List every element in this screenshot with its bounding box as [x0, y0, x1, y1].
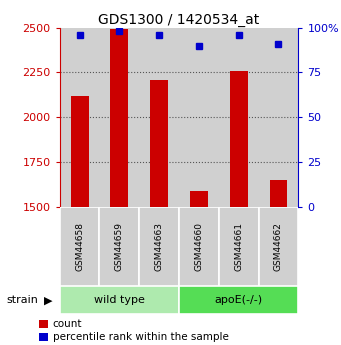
Bar [219, 207, 258, 286]
Bar [71, 96, 89, 207]
Bar [60, 286, 179, 314]
Bar [150, 80, 168, 207]
Bar [269, 180, 287, 207]
Bar [100, 207, 139, 286]
Text: GSM44658: GSM44658 [75, 222, 84, 271]
Text: strain: strain [7, 295, 39, 305]
Text: apoE(-/-): apoE(-/-) [214, 295, 263, 305]
Bar [60, 28, 100, 207]
Bar [139, 207, 179, 286]
Bar [110, 29, 128, 207]
Bar [139, 28, 179, 207]
Text: GSM44660: GSM44660 [194, 222, 204, 271]
Bar [179, 286, 298, 314]
Text: GSM44662: GSM44662 [274, 222, 283, 271]
Bar [100, 28, 139, 207]
Bar [60, 207, 100, 286]
Bar [258, 28, 298, 207]
Bar [258, 207, 298, 286]
Text: wild type: wild type [94, 295, 145, 305]
Bar [179, 207, 219, 286]
Text: GSM44659: GSM44659 [115, 222, 124, 271]
Bar [219, 28, 258, 207]
Bar [230, 71, 248, 207]
Legend: count, percentile rank within the sample: count, percentile rank within the sample [39, 319, 229, 342]
Text: ▶: ▶ [44, 295, 53, 305]
Text: GSM44663: GSM44663 [154, 222, 164, 271]
Bar [179, 28, 219, 207]
Bar [190, 191, 208, 207]
Text: GSM44661: GSM44661 [234, 222, 243, 271]
Title: GDS1300 / 1420534_at: GDS1300 / 1420534_at [99, 12, 260, 27]
